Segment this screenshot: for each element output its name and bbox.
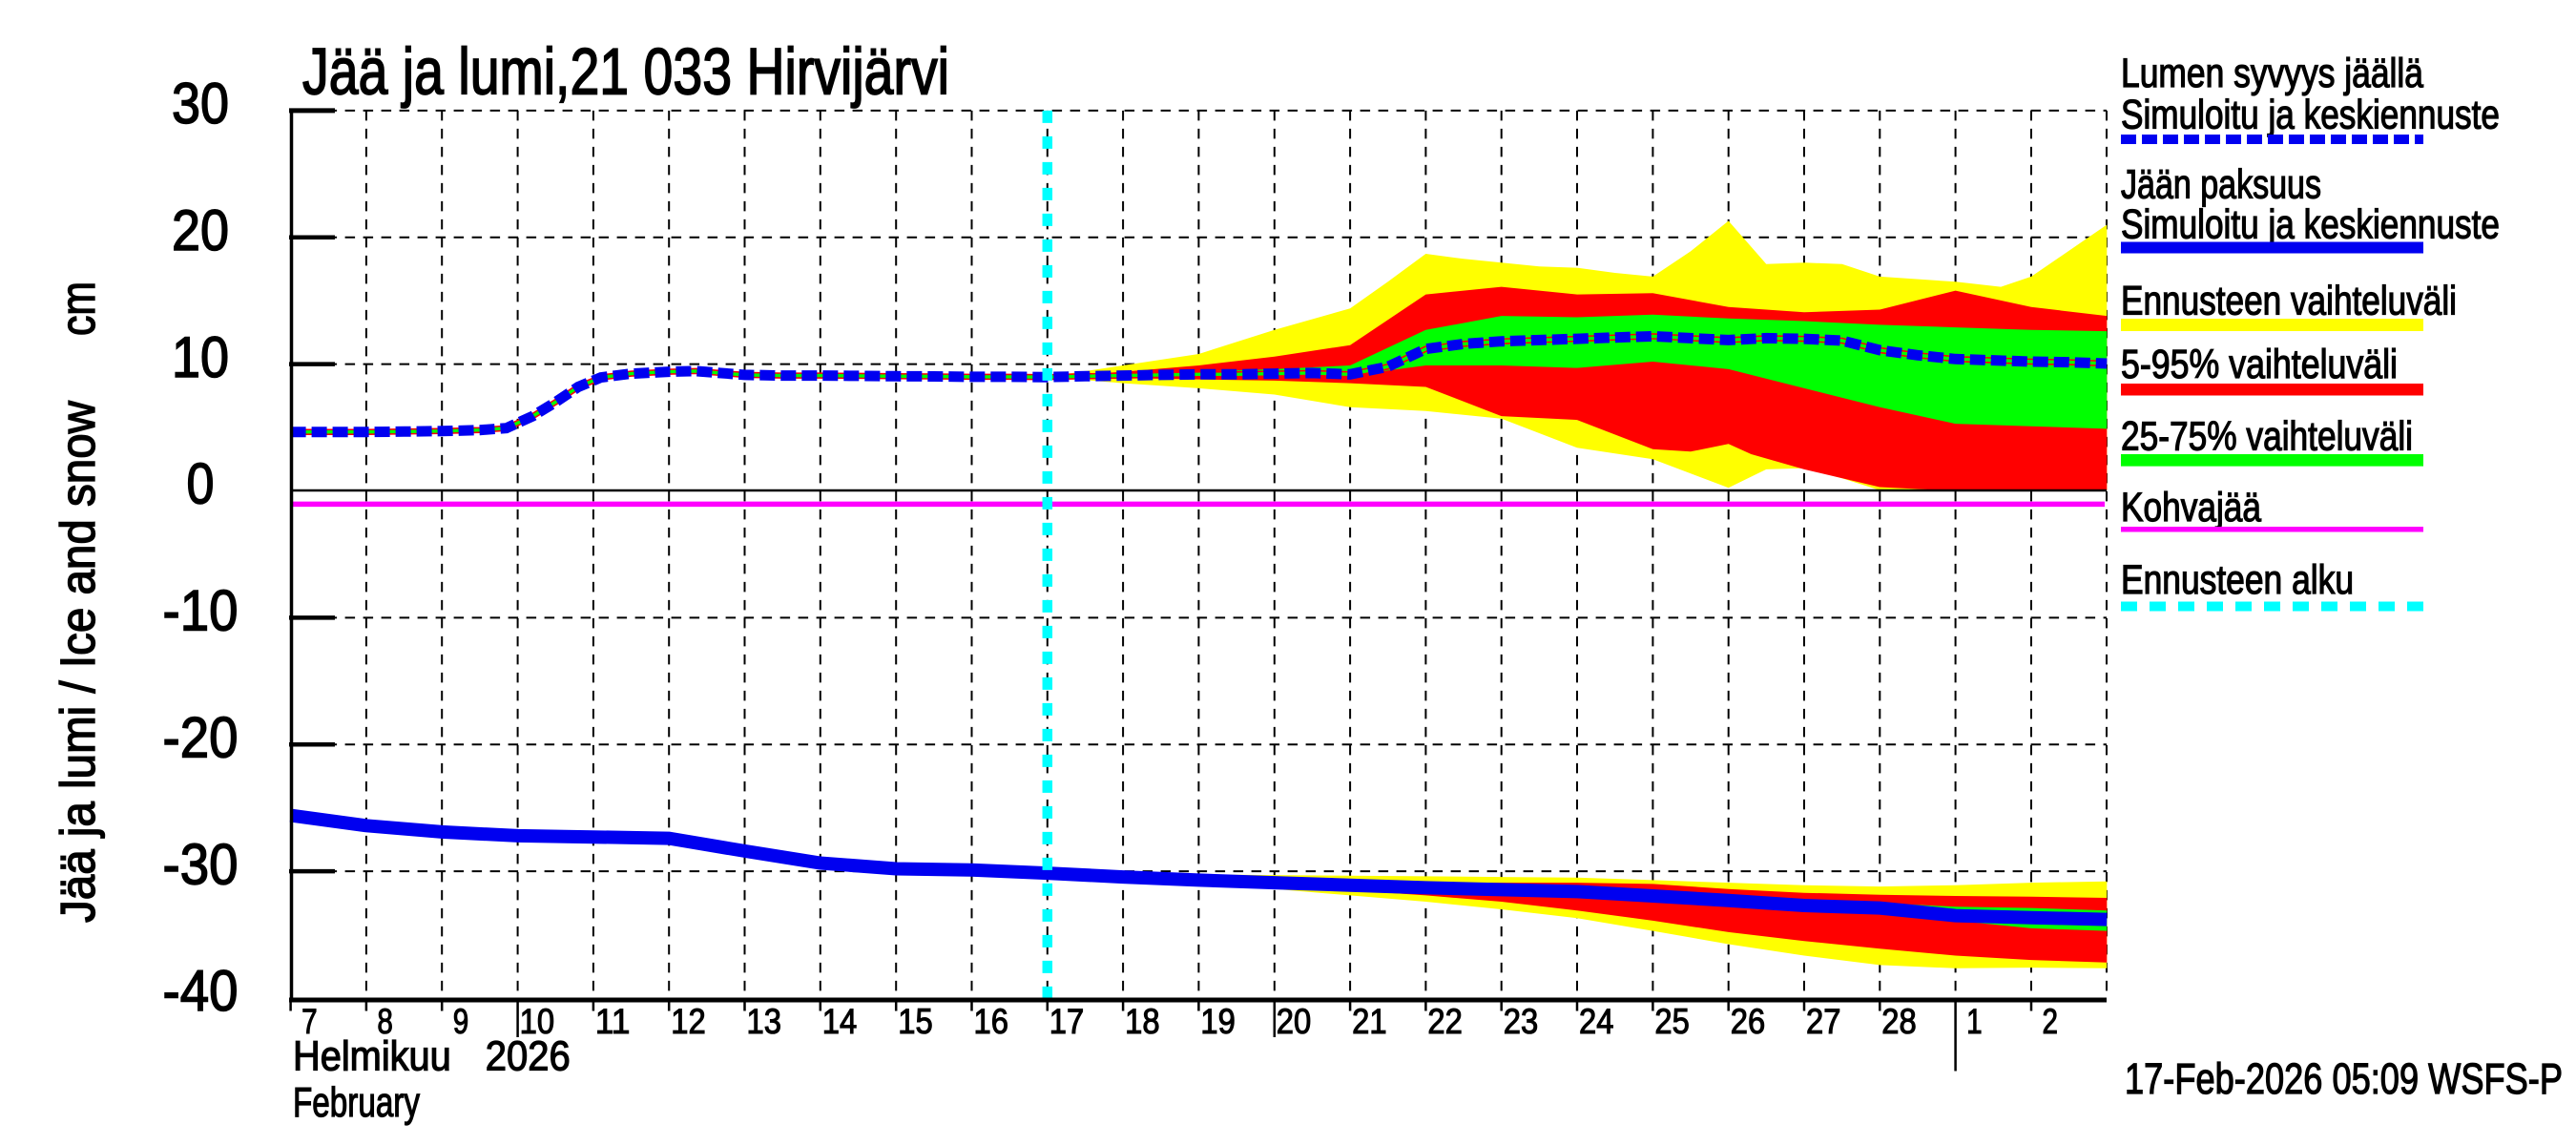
svg-text:10: 10 — [172, 324, 229, 389]
svg-text:12: 12 — [671, 1002, 706, 1041]
svg-text:7: 7 — [301, 1002, 318, 1041]
svg-text:2026: 2026 — [486, 1034, 571, 1080]
svg-text:25: 25 — [1654, 1002, 1690, 1041]
svg-text:20: 20 — [1277, 1002, 1312, 1041]
svg-text:20: 20 — [172, 198, 229, 262]
svg-text:2: 2 — [2043, 1002, 2059, 1041]
svg-text:Helmikuu: Helmikuu — [293, 1034, 451, 1080]
svg-text:-30: -30 — [163, 831, 239, 896]
svg-text:30: 30 — [172, 71, 229, 135]
svg-text:Ennusteen alku: Ennusteen alku — [2121, 558, 2354, 603]
svg-text:Lumen syvyys jäällä: Lumen syvyys jäällä — [2121, 52, 2423, 96]
svg-text:Jää ja lumi,21 033 Hirvijärvi: Jää ja lumi,21 033 Hirvijärvi — [302, 35, 949, 109]
svg-text:-10: -10 — [163, 578, 239, 643]
svg-text:10: 10 — [520, 1002, 555, 1041]
svg-text:18: 18 — [1125, 1002, 1160, 1041]
svg-text:13: 13 — [747, 1002, 782, 1041]
svg-text:17-Feb-2026 05:09 WSFS-P: 17-Feb-2026 05:09 WSFS-P — [2125, 1054, 2563, 1103]
svg-text:16: 16 — [974, 1002, 1009, 1041]
svg-text:February: February — [293, 1080, 420, 1126]
svg-text:28: 28 — [1881, 1002, 1917, 1041]
svg-text:14: 14 — [822, 1002, 858, 1041]
svg-text:15: 15 — [898, 1002, 933, 1041]
svg-text:19: 19 — [1200, 1002, 1236, 1041]
svg-text:23: 23 — [1504, 1002, 1539, 1041]
svg-text:24: 24 — [1579, 1002, 1614, 1041]
svg-text:Jää ja lumi / Ice and snow: Jää ja lumi / Ice and snow — [51, 401, 105, 923]
svg-text:27: 27 — [1806, 1002, 1841, 1041]
svg-text:1: 1 — [1966, 1002, 1983, 1041]
svg-text:-20: -20 — [163, 704, 239, 769]
svg-text:Simuloitu ja keskiennuste: Simuloitu ja keskiennuste — [2121, 203, 2500, 248]
svg-text:Jään paksuus: Jään paksuus — [2121, 163, 2321, 208]
svg-text:25-75% vaihteluväli: 25-75% vaihteluväli — [2121, 414, 2413, 459]
svg-text:22: 22 — [1427, 1002, 1463, 1041]
svg-text:cm: cm — [51, 281, 105, 336]
svg-text:11: 11 — [595, 1002, 631, 1041]
svg-text:-40: -40 — [163, 958, 239, 1023]
svg-text:Kohvajää: Kohvajää — [2121, 486, 2261, 531]
svg-text:5-95% vaihteluväli: 5-95% vaihteluväli — [2121, 343, 2398, 387]
svg-text:Ennusteen vaihteluväli: Ennusteen vaihteluväli — [2121, 280, 2457, 324]
svg-text:0: 0 — [187, 451, 215, 516]
svg-text:26: 26 — [1731, 1002, 1766, 1041]
svg-text:9: 9 — [453, 1002, 469, 1041]
svg-text:8: 8 — [377, 1002, 393, 1041]
svg-text:Simuloitu ja keskiennuste: Simuloitu ja keskiennuste — [2121, 93, 2500, 137]
svg-text:21: 21 — [1352, 1002, 1387, 1041]
svg-text:17: 17 — [1049, 1002, 1085, 1041]
